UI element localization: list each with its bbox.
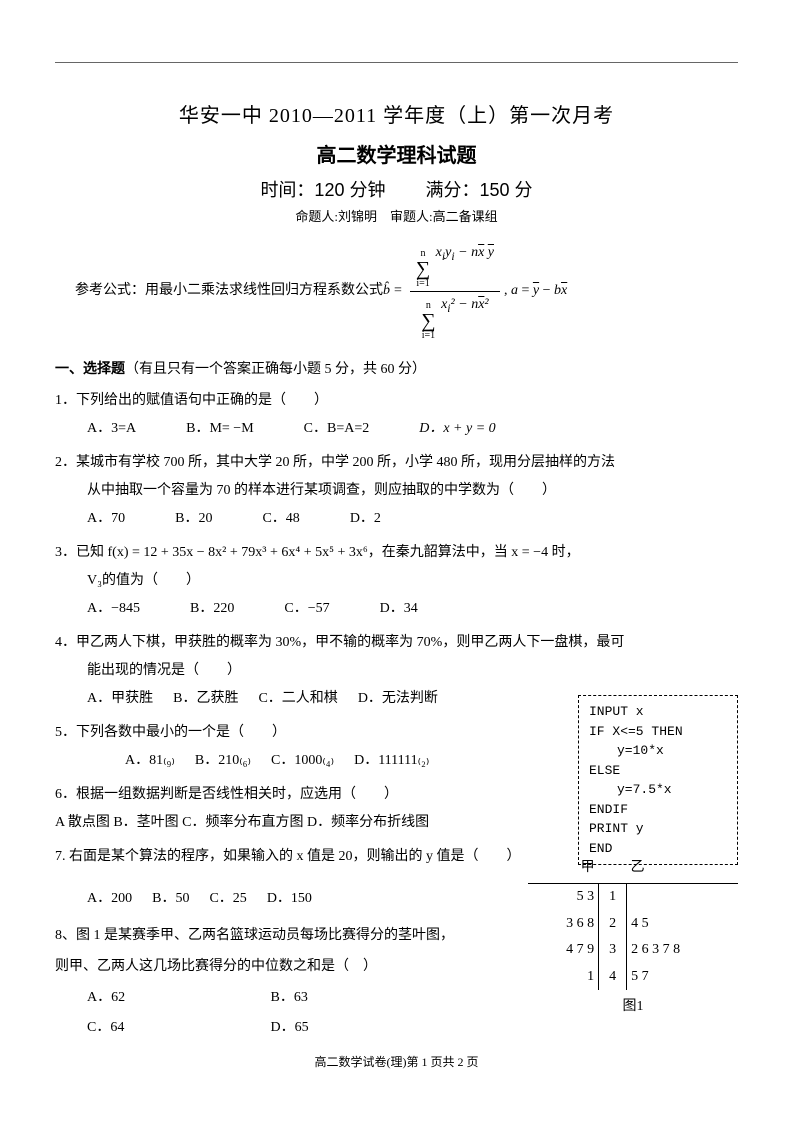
q8-opt-a: A．62 [87, 983, 267, 1014]
q8-l2: 则甲、乙两人这几场比赛得分的中位数之和是（ ） [55, 952, 515, 983]
q7-text: 7. 右面是某个算法的程序，如果输入的 x 值是 20，则输出的 y 值是（ ） [55, 843, 515, 871]
q2-opt-a: A．70 [87, 505, 125, 533]
q5-opt-a: A．81₍₉₎ [125, 747, 175, 775]
q4-l2: 能出现的情况是（ ） [55, 657, 738, 685]
q4-opt-a: A．甲获胜 [87, 685, 153, 713]
q5-opt-c: C．1000₍₄₎ [271, 747, 334, 775]
code-l6: ENDIF [589, 800, 727, 820]
time-score-line: 时间：120 分钟 满分：150 分 [55, 176, 738, 205]
q8-l1: 8、图 1 是某赛季甲、乙两名篮球运动员每场比赛得分的茎叶图， [55, 921, 515, 952]
q5-opt-d: D．111111₍₂₎ [354, 747, 429, 775]
question-1: 1．下列给出的赋值语句中正确的是（ ） A．3=A B．M= −M C．B=A=… [55, 387, 738, 443]
authors-line: 命题人:刘锦明 审题人:高二备课组 [55, 207, 738, 228]
stem-leaf-plot: 甲 乙 5 3 1 3 6 8 2 4 5 4 7 9 3 2 6 3 7 8 … [528, 855, 738, 1018]
q2-opt-b: B．20 [175, 505, 212, 533]
question-2: 2．某城市有学校 700 所，其中大学 20 所，中学 200 所，小学 480… [55, 449, 738, 533]
stemleaf-head-left: 甲 [528, 855, 599, 884]
code-l3: y=10*x [589, 741, 727, 761]
pseudocode-box: INPUT x IF X<=5 THEN y=10*x ELSE y=7.5*x… [578, 695, 738, 865]
q3-options: A．−845 B．220 C．−57 D．34 [55, 595, 738, 623]
time-label: 时间：120 分钟 [260, 180, 385, 200]
table-row: 3 6 8 2 4 5 [528, 911, 738, 937]
q2-opt-c: C．48 [262, 505, 299, 533]
main-title: 华安一中 2010—2011 学年度（上）第一次月考 [55, 100, 738, 132]
q7-opt-d: D．150 [267, 885, 312, 913]
q2-l1: 2．某城市有学校 700 所，其中大学 20 所，中学 200 所，小学 480… [55, 449, 738, 477]
table-row: 1 4 5 7 [528, 964, 738, 990]
q8-opt-c: C．64 [87, 1013, 267, 1044]
stemleaf-head-right: 乙 [627, 855, 738, 884]
q1-text: 1．下列给出的赋值语句中正确的是（ ） [55, 387, 738, 415]
q3-l1: 3．已知 f(x) = 12 + 35x − 8x² + 79x³ + 6x⁴ … [55, 539, 738, 567]
q1-opt-b: B．M= −M [186, 415, 254, 443]
q8-options: A．62 B．63 C．64 D．65 [55, 983, 515, 1045]
page-footer: 高二数学试卷(理)第 1 页共 2 页 [0, 1053, 793, 1072]
score-label: 满分：150 分 [426, 180, 533, 200]
sub-title: 高二数学理科试题 [55, 140, 738, 172]
q4-opt-d: D．无法判断 [358, 685, 438, 713]
table-row: 4 7 9 3 2 6 3 7 8 [528, 937, 738, 963]
q2-opt-d: D．2 [350, 505, 381, 533]
q1-options: A．3=A B．M= −M C．B=A=2 D．x + y = 0 [55, 415, 738, 443]
table-row: 5 3 1 [528, 884, 738, 911]
q3-l2: V₃的值为（ ） [55, 567, 738, 595]
reference-formula: 参考公式：用最小二乘法求线性回归方程系数公式 b̂= n∑i=1 xiyi − … [55, 242, 738, 341]
top-rule [55, 62, 738, 63]
q3-opt-b: B．220 [190, 595, 234, 623]
section-1-bold: 一、选择题 [55, 360, 125, 376]
q4-l1: 4．甲乙两人下棋，甲获胜的概率为 30%，甲不输的概率为 70%，则甲乙两人下一… [55, 629, 738, 657]
q4-opt-b: B．乙获胜 [173, 685, 238, 713]
q2-l2: 从中抽取一个容量为 70 的样本进行某项调查，则应抽取的中学数为（ ） [55, 477, 738, 505]
q4-opt-c: C．二人和棋 [258, 685, 337, 713]
stemleaf-caption: 图1 [528, 996, 738, 1018]
section-1-heading: 一、选择题（有且只有一个答案正确每小题 5 分，共 60 分） [55, 357, 738, 381]
q8-opt-d: D．65 [271, 1013, 451, 1044]
q3-opt-a: A．−845 [87, 595, 140, 623]
formula-expr: b̂= n∑i=1 xiyi − nx y n∑i=1 xi² − nx² , … [383, 242, 567, 341]
section-1-rest: （有且只有一个答案正确每小题 5 分，共 60 分） [125, 362, 426, 377]
q1-opt-d: D．x + y = 0 [419, 415, 495, 443]
q3-opt-d: D．34 [380, 595, 418, 623]
q7-opt-b: B．50 [152, 885, 189, 913]
q2-options: A．70 B．20 C．48 D．2 [55, 505, 738, 533]
question-8: 8、图 1 是某赛季甲、乙两名篮球运动员每场比赛得分的茎叶图， 则甲、乙两人这几… [55, 921, 515, 1044]
question-7: 7. 右面是某个算法的程序，如果输入的 x 值是 20，则输出的 y 值是（ ）… [55, 843, 515, 913]
q1-opt-c: C．B=A=2 [304, 415, 370, 443]
q7-opt-a: A．200 [87, 885, 132, 913]
code-l5: y=7.5*x [589, 780, 727, 800]
q1-opt-a: A．3=A [87, 415, 136, 443]
q5-opt-b: B．210₍₆₎ [195, 747, 251, 775]
code-l7: PRINT y [589, 819, 727, 839]
code-l1: INPUT x [589, 702, 727, 722]
question-3: 3．已知 f(x) = 12 + 35x − 8x² + 79x³ + 6x⁴ … [55, 539, 738, 623]
q7-opt-c: C．25 [209, 885, 246, 913]
q8-opt-b: B．63 [271, 983, 451, 1014]
code-l2: IF X<=5 THEN [589, 722, 727, 742]
code-l4: ELSE [589, 761, 727, 781]
q7-options: A．200 B．50 C．25 D．150 [55, 885, 515, 913]
formula-prefix: 参考公式：用最小二乘法求线性回归方程系数公式 [75, 280, 383, 302]
q3-opt-c: C．−57 [284, 595, 329, 623]
